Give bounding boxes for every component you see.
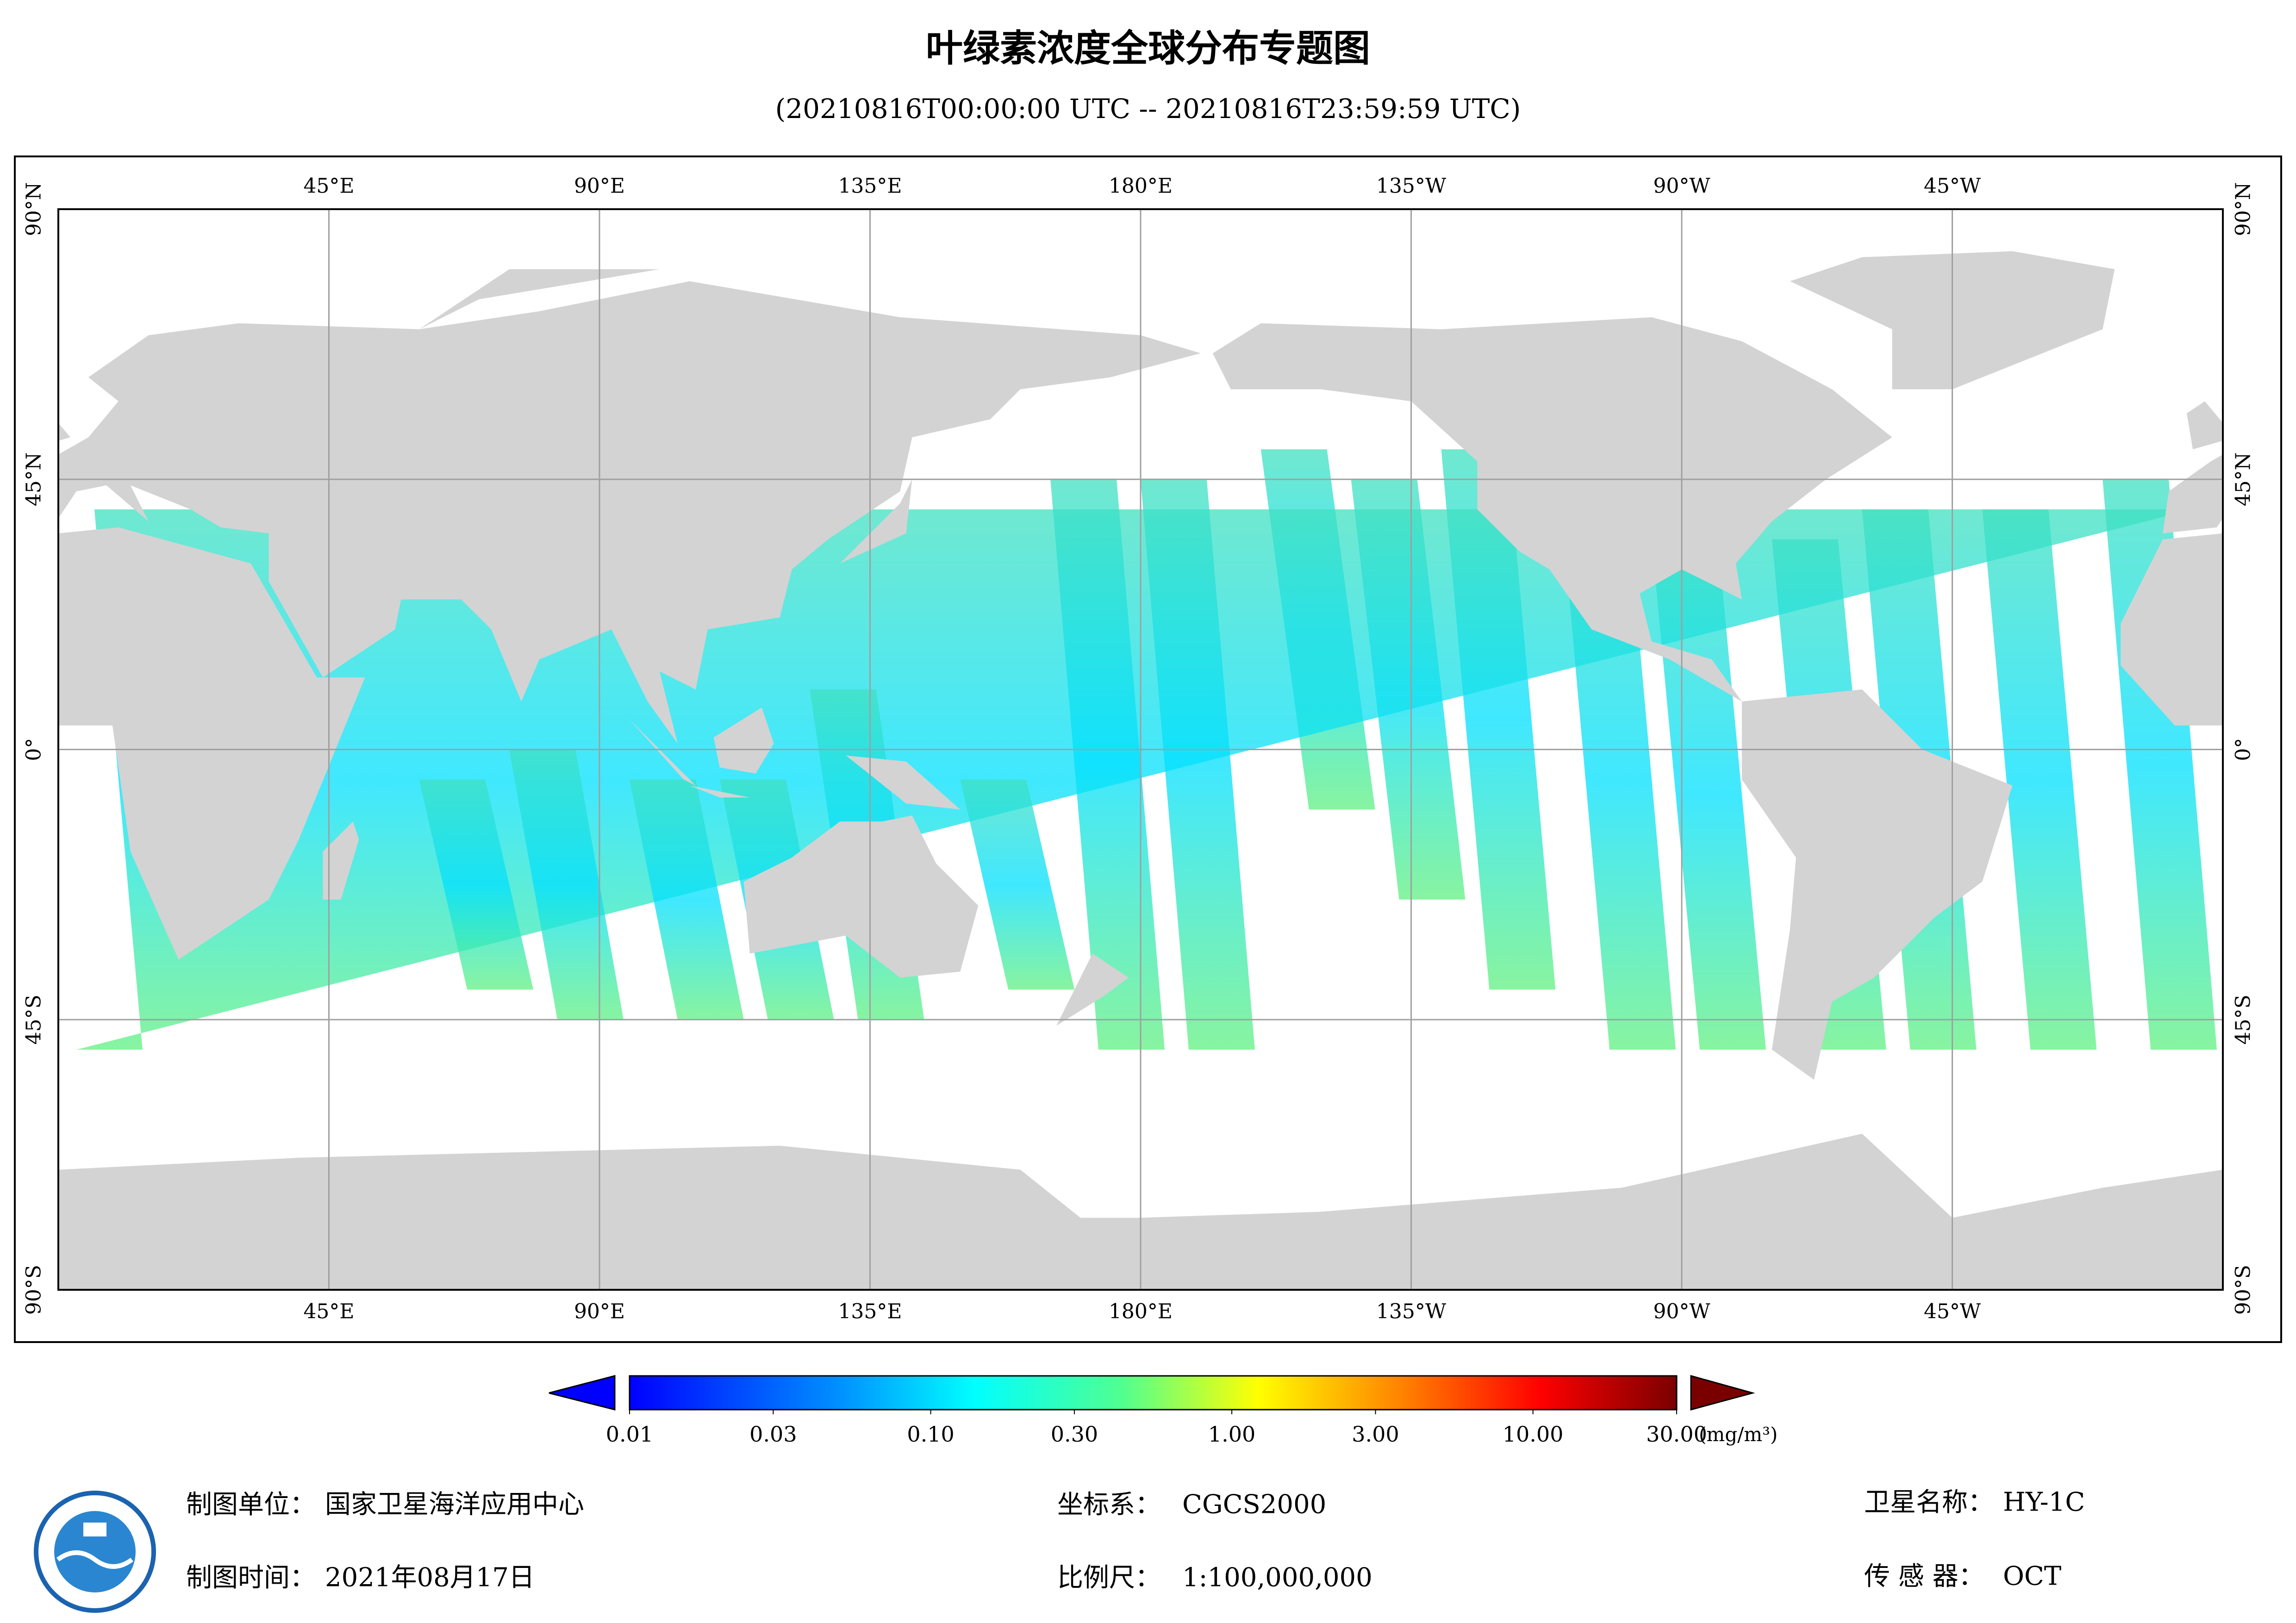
data-swath bbox=[1050, 479, 1165, 1050]
lat-label-left: 45°N bbox=[22, 453, 46, 507]
colorbar-label: 0.01 bbox=[606, 1422, 653, 1447]
land bbox=[1212, 317, 1892, 702]
lon-label-top: 135°E bbox=[838, 174, 902, 198]
lon-label-bottom: 90°E bbox=[574, 1300, 625, 1324]
map bbox=[58, 209, 2223, 1290]
data-swath bbox=[960, 779, 1075, 990]
land bbox=[689, 785, 750, 798]
lon-label-bottom: 180°E bbox=[1109, 1300, 1173, 1324]
lon-label-top: 90°W bbox=[1653, 174, 1710, 198]
land bbox=[629, 719, 696, 786]
lon-label-top: 90°E bbox=[574, 174, 625, 198]
lon-label-top: 45°W bbox=[1924, 174, 1981, 198]
lon-label-top: 180°E bbox=[1109, 174, 1173, 198]
land bbox=[743, 815, 979, 978]
colorbar-label: 0.03 bbox=[749, 1422, 797, 1447]
footer-label: 传 感 器： bbox=[1864, 1561, 1984, 1592]
data-swath bbox=[419, 779, 534, 990]
map-frame bbox=[57, 208, 2224, 1291]
land bbox=[2121, 533, 2223, 726]
lat-label-right: 0° bbox=[2232, 738, 2255, 761]
logo-satellite bbox=[83, 1523, 106, 1536]
land bbox=[1741, 689, 2013, 1080]
footer-label: 制图单位： bbox=[186, 1490, 316, 1520]
lat-label-left: 90°N bbox=[22, 182, 46, 236]
land bbox=[2163, 454, 2223, 534]
footer-label: 坐标系： bbox=[1057, 1490, 1161, 1520]
colorbar-under bbox=[549, 1375, 616, 1411]
land bbox=[2187, 401, 2223, 449]
footer-label: 比例尺： bbox=[1057, 1563, 1161, 1593]
logo-globe bbox=[54, 1511, 136, 1592]
colorbar-label: 0.30 bbox=[1051, 1422, 1098, 1447]
lon-label-bottom: 90°W bbox=[1653, 1300, 1710, 1324]
land bbox=[846, 755, 961, 810]
lon-label-top: 135°W bbox=[1376, 174, 1447, 198]
lat-label-right: 45°N bbox=[2232, 453, 2255, 507]
footer-value: OCT bbox=[2003, 1561, 2061, 1592]
land bbox=[1056, 953, 1129, 1026]
land bbox=[323, 821, 359, 900]
colorbar-label: 1.00 bbox=[1208, 1422, 1255, 1447]
footer-value: HY-1C bbox=[2003, 1487, 2085, 1517]
outer-frame bbox=[14, 155, 2282, 1343]
land bbox=[713, 707, 774, 774]
data-swath bbox=[629, 779, 744, 1020]
land bbox=[419, 269, 660, 330]
footer-label: 卫星名称： bbox=[1864, 1487, 1994, 1517]
footer-value: 国家卫星海洋应用中心 bbox=[325, 1490, 584, 1520]
lon-label-top: 45°E bbox=[303, 174, 354, 198]
lat-label-left: 0° bbox=[22, 738, 46, 761]
lon-label-bottom: 45°W bbox=[1924, 1300, 1981, 1324]
colorbar-label: 0.10 bbox=[907, 1422, 954, 1447]
lat-label-left: 45°S bbox=[22, 995, 46, 1045]
footer-value: 1:100,000,000 bbox=[1182, 1563, 1373, 1593]
title: 叶绿素浓度全球分布专题图 bbox=[926, 27, 1370, 70]
data-swath bbox=[1141, 479, 1255, 1050]
logo-wave bbox=[56, 1550, 133, 1569]
lat-label-right: 90°N bbox=[2232, 182, 2255, 236]
data-swath bbox=[1652, 539, 1766, 1050]
land bbox=[58, 527, 365, 960]
colorbar-over bbox=[1690, 1375, 1755, 1411]
colorbar-bar bbox=[629, 1375, 1678, 1411]
lat-label-right: 45°S bbox=[2232, 995, 2255, 1045]
lon-label-bottom: 135°E bbox=[838, 1300, 902, 1324]
land bbox=[840, 479, 912, 564]
logo bbox=[34, 1491, 156, 1613]
land bbox=[58, 423, 70, 441]
colorbar-label: 30.00 bbox=[1646, 1422, 1707, 1447]
footer-label: 制图时间： bbox=[186, 1563, 316, 1593]
colorbar-label: 3.00 bbox=[1352, 1422, 1399, 1447]
footer-value: 2021年08月17日 bbox=[325, 1563, 535, 1593]
colorbar-label: 10.00 bbox=[1503, 1422, 1564, 1447]
lat-label-left: 90°S bbox=[22, 1265, 46, 1315]
data-swath bbox=[1982, 509, 2097, 1050]
lon-label-bottom: 45°E bbox=[303, 1300, 354, 1324]
footer-value: CGCS2000 bbox=[1182, 1490, 1326, 1520]
colorbar: 0.01 0.03 0.10 0.30 1.00 3.00 10.00 30.00(mg/m³… bbox=[549, 1375, 1778, 1447]
data-swath bbox=[509, 749, 624, 1020]
land bbox=[58, 281, 1201, 744]
lat-label-right: 90°S bbox=[2232, 1265, 2255, 1315]
subtitle: (20210816T00:00:00 UTC -- 20210816T23:59… bbox=[775, 93, 1521, 124]
lon-label-bottom: 135°W bbox=[1376, 1300, 1447, 1324]
colorbar-unit: (mg/m³) bbox=[1699, 1423, 1778, 1446]
